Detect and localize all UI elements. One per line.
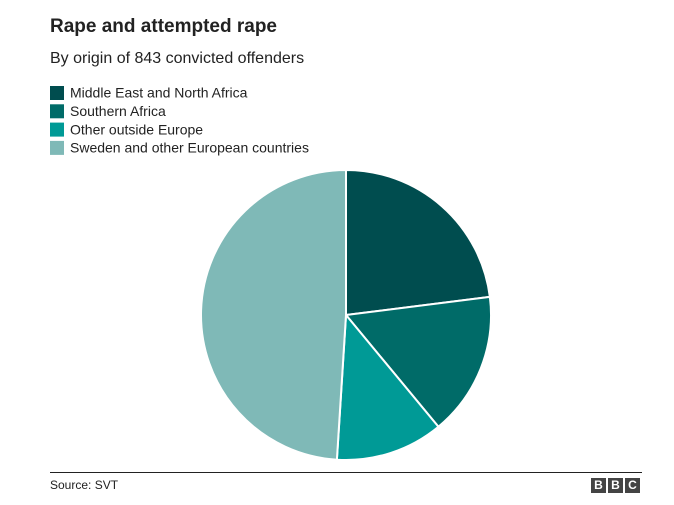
source: Source: SVT bbox=[50, 478, 119, 492]
logo-block bbox=[591, 478, 606, 493]
legend-swatch bbox=[50, 86, 64, 100]
legend-swatch bbox=[50, 140, 64, 155]
legend-label: Other outside Europe bbox=[70, 121, 203, 137]
legend-label: Southern Africa bbox=[70, 103, 166, 119]
legend-label: Sweden and other European countries bbox=[70, 140, 309, 156]
legend-swatch bbox=[50, 122, 64, 137]
legend-label: Middle East and North Africa bbox=[70, 85, 248, 101]
legend-swatch bbox=[50, 104, 64, 119]
pie-slice bbox=[345, 168, 491, 317]
pie-slice bbox=[335, 312, 440, 461]
pie-slice bbox=[344, 295, 492, 429]
logo-block bbox=[608, 478, 623, 493]
logo-letter: C bbox=[628, 478, 637, 492]
chart-subtitle: By origin of 843 convicted offenders bbox=[50, 50, 304, 67]
logo-block bbox=[625, 478, 640, 493]
logo-letter: B bbox=[611, 478, 620, 492]
chart-title: Rape and attempted rape bbox=[50, 16, 277, 37]
pie-slice bbox=[199, 168, 347, 461]
logo-letter: B bbox=[594, 478, 603, 492]
